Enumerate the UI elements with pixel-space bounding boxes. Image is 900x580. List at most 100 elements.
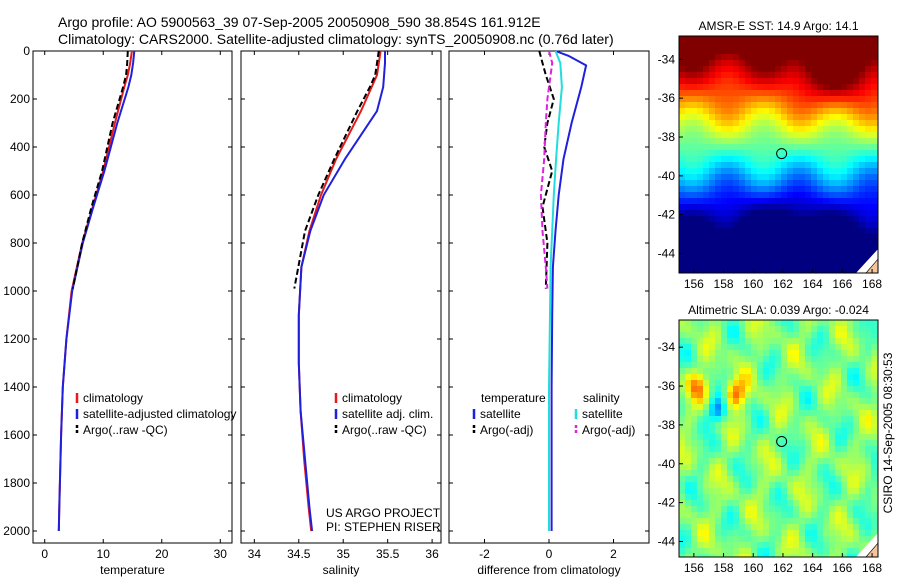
map-cell [799, 374, 806, 381]
map-cell [727, 410, 734, 417]
map-cell [799, 240, 806, 247]
map-cell [793, 554, 800, 558]
map-cell [679, 506, 686, 513]
map-panel-1: 156 158 160 162 164 166 168-34-36-38-40-42-44A… [658, 303, 883, 575]
map-cell [811, 246, 818, 253]
map-cell [787, 126, 794, 133]
map-cell [763, 464, 770, 471]
map-cell [835, 362, 842, 369]
map-cell [787, 422, 794, 429]
map-cell [823, 138, 830, 145]
map-cell [769, 428, 776, 435]
map-cell [835, 356, 842, 363]
map-cell [739, 270, 746, 274]
map-cell [745, 108, 752, 115]
map-cell [691, 398, 698, 405]
map-cell [709, 338, 716, 345]
map-cell [775, 428, 782, 435]
map-cell [817, 132, 824, 139]
map-cell [703, 332, 710, 339]
map-cell [871, 404, 878, 411]
map-cell [853, 102, 860, 109]
map-cell [823, 174, 830, 181]
map-cell [733, 126, 740, 133]
map-cell [823, 264, 830, 271]
map-cell [829, 374, 836, 381]
map-cell [835, 416, 842, 423]
map-cell [787, 42, 794, 49]
map-cell [691, 228, 698, 235]
map-cell [829, 102, 836, 109]
map-cell [751, 72, 758, 79]
map-cell [739, 138, 746, 145]
map-cell [829, 60, 836, 67]
map-cell [697, 162, 704, 169]
map-cell [757, 84, 764, 91]
map-cell [685, 84, 692, 91]
map-cell [847, 470, 854, 477]
map-cell [859, 258, 866, 265]
map-cell [751, 42, 758, 49]
map-cell [859, 362, 866, 369]
map-cell [775, 350, 782, 357]
map-cell [817, 416, 824, 423]
map-cell [805, 90, 812, 97]
map-cell [745, 326, 752, 333]
map-cell [703, 404, 710, 411]
map-cell [709, 344, 716, 351]
map-cell [733, 344, 740, 351]
map-cell [817, 512, 824, 519]
map-cell [763, 144, 770, 151]
map-cell [847, 228, 854, 235]
map-cell [835, 344, 842, 351]
map-cell [811, 524, 818, 531]
map-cell [685, 356, 692, 363]
map-cell [847, 156, 854, 163]
map-cell [823, 500, 830, 507]
map-cell [745, 536, 752, 543]
map-cell [817, 192, 824, 199]
map-cell [733, 434, 740, 441]
map-cell [763, 452, 770, 459]
map-cell [823, 542, 830, 549]
map-cell [793, 186, 800, 193]
map-cell [787, 446, 794, 453]
map-cell [781, 506, 788, 513]
map-cell [787, 434, 794, 441]
map-cell [859, 440, 866, 447]
map-cell [871, 120, 878, 127]
map-cell [811, 126, 818, 133]
map-cell [745, 120, 752, 127]
map-cell [799, 84, 806, 91]
map-cell [805, 374, 812, 381]
map-cell [865, 66, 872, 73]
map-cell [817, 36, 824, 43]
map-cell [865, 192, 872, 199]
map-cell [739, 548, 746, 555]
map-cell [829, 240, 836, 247]
map-cell [733, 234, 740, 241]
map-cell [751, 66, 758, 73]
map-cell [799, 452, 806, 459]
map-cell [793, 102, 800, 109]
map-cell [691, 72, 698, 79]
map-cell [703, 66, 710, 73]
map-cell [781, 344, 788, 351]
map-cell [805, 320, 812, 327]
map-cell [799, 174, 806, 181]
map-cell [859, 386, 866, 393]
map-cell [859, 246, 866, 253]
map-cell [781, 144, 788, 151]
map-cell [859, 488, 866, 495]
map-cell [763, 368, 770, 375]
map-cell [781, 470, 788, 477]
map-cell [859, 156, 866, 163]
map-cell [871, 48, 878, 55]
map-cell [739, 482, 746, 489]
map-cell [847, 368, 854, 375]
map-cell [691, 362, 698, 369]
map-cell [715, 162, 722, 169]
map-cell [715, 446, 722, 453]
map-cell [787, 96, 794, 103]
map-cell [751, 422, 758, 429]
